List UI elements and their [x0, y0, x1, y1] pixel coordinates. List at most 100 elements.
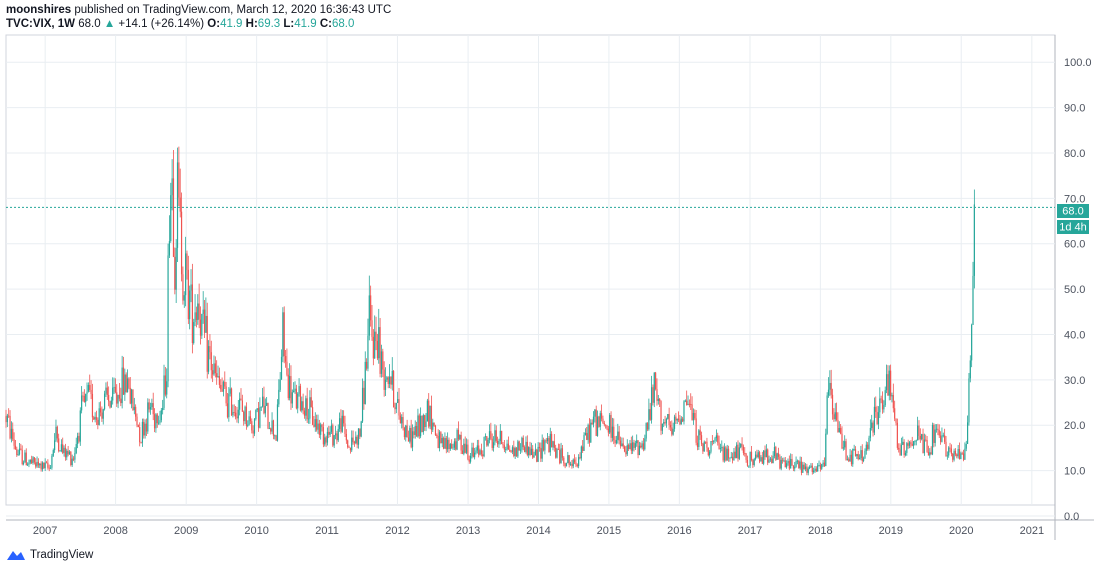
- candle-body: [926, 439, 928, 452]
- candle-body: [221, 389, 223, 392]
- candle-body: [537, 446, 539, 462]
- candle-body: [399, 415, 401, 424]
- candle-body: [25, 452, 27, 466]
- candle-body: [810, 465, 812, 467]
- candle-body: [580, 446, 582, 459]
- tradingview-logo-icon: [7, 551, 25, 560]
- footer-brand[interactable]: TradingView: [6, 546, 93, 564]
- candle-body: [733, 451, 735, 461]
- candle-body: [615, 439, 618, 444]
- candle-body: [546, 438, 549, 442]
- candle-body: [850, 454, 853, 465]
- candle-body: [881, 399, 884, 410]
- close-label: C:: [319, 18, 332, 30]
- candle-body: [637, 440, 639, 456]
- candle-body: [280, 356, 283, 380]
- candle-body: [371, 320, 373, 337]
- candle-body: [433, 422, 435, 426]
- candle-body: [722, 447, 724, 461]
- candle-body: [486, 436, 488, 446]
- candle-body: [521, 437, 523, 450]
- candle-body: [12, 428, 14, 440]
- candle-body: [796, 460, 799, 462]
- candle-body: [393, 370, 395, 408]
- candle-body: [72, 458, 75, 460]
- candle-body: [140, 442, 142, 443]
- candle-body: [286, 361, 288, 375]
- candle-body: [487, 439, 489, 446]
- candle-body: [813, 470, 815, 472]
- candle-body: [767, 449, 769, 463]
- candle-body: [671, 427, 673, 435]
- candle-body: [113, 386, 115, 388]
- candle-body: [189, 290, 191, 320]
- candle-body: [228, 393, 230, 418]
- candle-body: [534, 449, 537, 456]
- candle-body: [60, 444, 62, 451]
- candle-body: [183, 295, 185, 301]
- candle-body: [775, 447, 777, 460]
- candle-body: [873, 406, 876, 433]
- candle-body: [610, 415, 612, 438]
- candle-body: [698, 430, 700, 447]
- candle-body: [83, 395, 85, 403]
- candle-body: [927, 451, 930, 456]
- candle-body: [754, 454, 757, 460]
- candle-body: [568, 455, 570, 465]
- candle-body: [548, 438, 550, 453]
- candle-body: [871, 422, 873, 428]
- candle-body: [437, 436, 439, 449]
- candle-body: [374, 331, 376, 359]
- candle-body: [94, 416, 96, 420]
- candle-body: [121, 367, 123, 404]
- candle-body: [542, 439, 545, 451]
- candle-body: [964, 448, 966, 460]
- candle-body: [956, 454, 958, 457]
- candle-body: [584, 432, 586, 435]
- candle-body: [941, 435, 943, 442]
- brand-name: TradingView: [30, 549, 94, 561]
- candle-body: [465, 444, 468, 453]
- candle-body: [180, 211, 183, 275]
- candle-body: [826, 395, 828, 434]
- candle-body: [382, 351, 384, 370]
- candle-body: [918, 425, 920, 436]
- candle-body: [578, 457, 580, 467]
- candle-body: [564, 463, 566, 467]
- candle-body: [922, 434, 924, 454]
- candle-body: [821, 464, 823, 469]
- x-axis[interactable]: 2007 2008 2009 2010 2011 2012 2013 2014 2015 2016…: [33, 525, 1044, 537]
- candle-body: [694, 412, 696, 419]
- candle-body: [569, 463, 572, 465]
- vix-weekly-chart[interactable]: 0.0 10.0 20.0 30.0 40.0 50.0 60.0 70.0 80.0 90.0 1…: [0, 0, 1100, 545]
- author-name[interactable]: moonshires: [6, 4, 72, 16]
- candle-body: [318, 423, 320, 435]
- candle-body: [118, 394, 121, 399]
- candle-body: [530, 448, 532, 455]
- candle-body: [461, 450, 464, 454]
- candle-body: [594, 409, 596, 417]
- candle-body: [954, 450, 957, 455]
- candle-body: [818, 465, 820, 466]
- candle-body: [197, 303, 199, 320]
- candle-body: [695, 418, 697, 443]
- candle-body: [472, 447, 474, 458]
- candle-body: [879, 398, 881, 413]
- candle-body: [151, 403, 153, 408]
- candle-body: [16, 449, 18, 456]
- candle-body: [171, 178, 173, 196]
- candle-body: [675, 416, 677, 421]
- open-label: O:: [207, 18, 221, 30]
- candle-body: [484, 436, 487, 438]
- candle-body: [887, 374, 889, 396]
- candle-body: [185, 253, 187, 296]
- candle-body: [540, 448, 542, 459]
- candle-body: [272, 420, 275, 436]
- candle-body: [86, 391, 88, 394]
- candle-body: [679, 420, 681, 425]
- x-tick-label: 2018: [808, 525, 832, 537]
- candle-body: [848, 459, 850, 462]
- candle-body: [17, 454, 19, 456]
- candle-body: [44, 462, 46, 469]
- y-axis[interactable]: 0.0 10.0 20.0 30.0 40.0 50.0 60.0 70.0 80.0 90.0 1…: [1064, 57, 1092, 523]
